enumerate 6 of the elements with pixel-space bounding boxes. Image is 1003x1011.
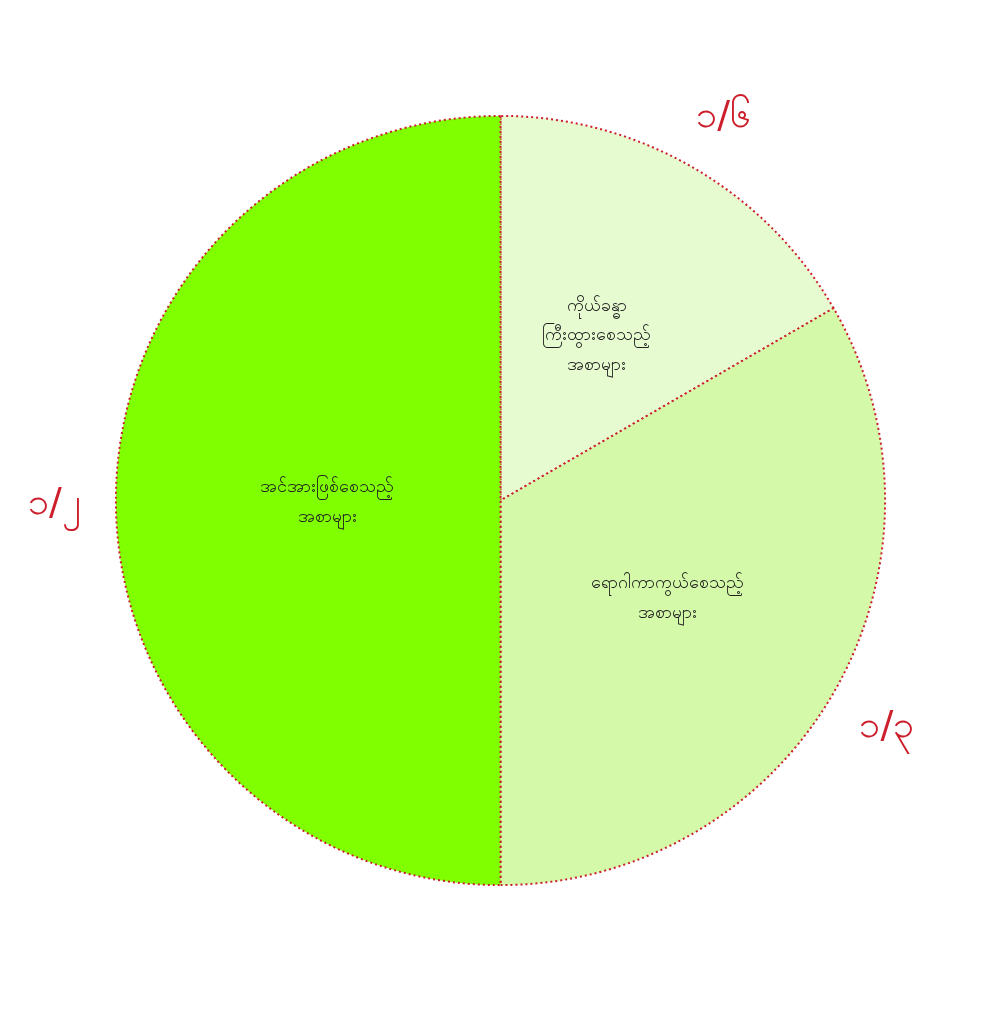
data-label: ၁/၃ — [859, 701, 915, 754]
data-label: ၁/၆ — [696, 92, 751, 137]
slice-label: အင်အားဖြစ်စေသည့် အစာများ — [260, 475, 395, 530]
slice-label: ရောဂါကာကွယ်စေသည့် အစာများ — [590, 571, 744, 626]
data-label: ၁/၂ — [27, 478, 81, 531]
slice-label: ကိုယ်ခန္ဓာ ကြီးထွားစေသည့် အစာများ — [542, 294, 652, 378]
